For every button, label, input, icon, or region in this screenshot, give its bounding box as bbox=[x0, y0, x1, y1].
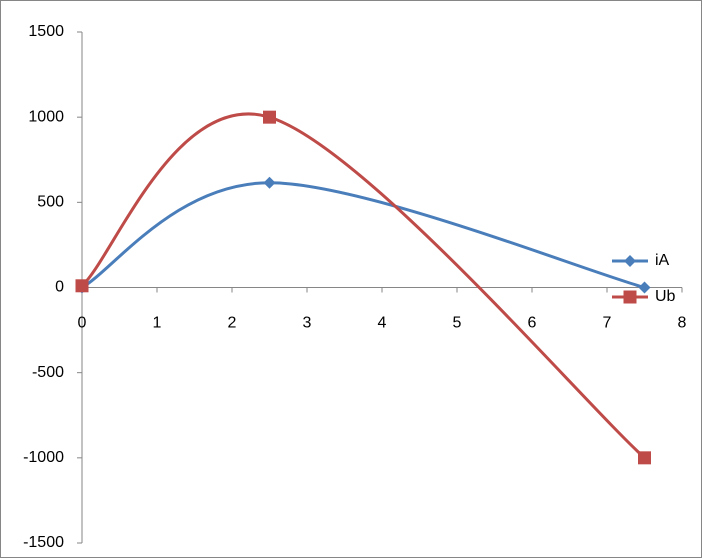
data-point bbox=[263, 110, 276, 124]
y-tick-label: 1500 bbox=[28, 23, 64, 40]
x-tick-label: 5 bbox=[453, 315, 462, 332]
x-tick-label: 2 bbox=[228, 315, 237, 332]
y-tick-label: -1000 bbox=[23, 449, 64, 466]
y-tick-label: 1000 bbox=[28, 108, 64, 125]
x-tick-label: 7 bbox=[603, 315, 612, 332]
data-point bbox=[75, 279, 89, 293]
data-point bbox=[638, 281, 651, 294]
y-tick-label: 500 bbox=[37, 194, 64, 211]
x-tick-label: 8 bbox=[678, 315, 687, 332]
data-point bbox=[638, 451, 651, 465]
legend-marker bbox=[624, 255, 636, 267]
x-tick-label: 0 bbox=[78, 315, 87, 332]
x-tick-label: 1 bbox=[153, 315, 162, 332]
y-tick-label: 0 bbox=[55, 279, 64, 296]
x-tick-label: 6 bbox=[528, 315, 537, 332]
legend-marker bbox=[623, 290, 637, 304]
y-tick-label: -500 bbox=[32, 364, 64, 381]
data-point bbox=[263, 176, 276, 189]
legend-label: iA bbox=[655, 252, 670, 269]
x-tick-label: 4 bbox=[378, 315, 387, 332]
series-line bbox=[80, 112, 646, 459]
legend-label: Ub bbox=[655, 288, 676, 305]
series-line bbox=[81, 181, 645, 289]
y-tick-label: -1500 bbox=[23, 534, 64, 551]
x-tick-label: 3 bbox=[303, 315, 312, 332]
